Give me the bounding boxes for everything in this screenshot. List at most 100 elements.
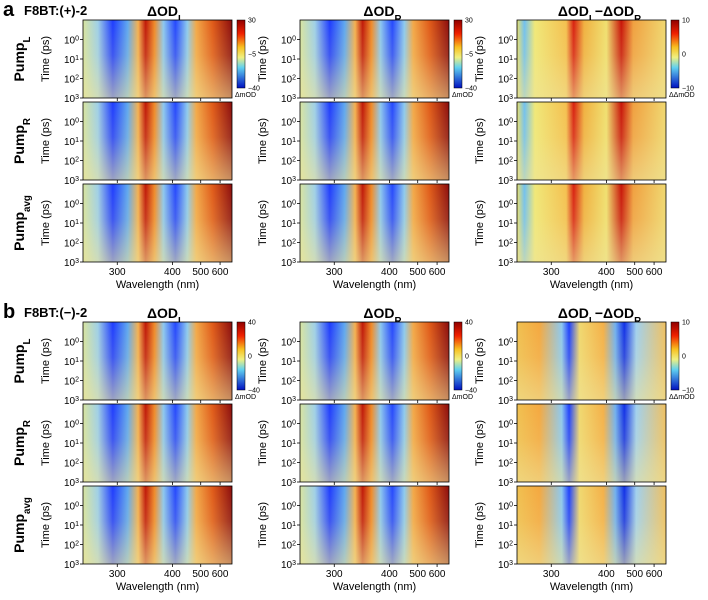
superscript: 1 — [292, 55, 296, 62]
y-tick-label: 101 — [64, 439, 79, 451]
x-axis-label: Wavelength (nm) — [116, 581, 199, 593]
panel-label: a — [3, 0, 15, 21]
x-tick-label: 500 — [626, 267, 643, 278]
colorbar-unit: ΔΔmOD — [669, 92, 695, 99]
superscript: 0 — [75, 199, 79, 206]
x-tick-label: 400 — [598, 267, 615, 278]
colorbar-tick-label: −40 — [465, 388, 477, 395]
y-tick-label: 100 — [64, 199, 79, 211]
superscript: 2 — [292, 74, 296, 81]
superscript: 3 — [509, 258, 513, 265]
y-tick-label: 100 — [281, 117, 296, 129]
y-tick-label: 101 — [64, 357, 79, 369]
y-tick-label: 101 — [64, 55, 79, 67]
y-tick-label: 102 — [281, 156, 296, 168]
text-part: 10 — [64, 502, 76, 513]
superscript: 0 — [292, 117, 296, 124]
y-tick-label: 102 — [498, 376, 513, 388]
x-tick-label: 400 — [164, 267, 181, 278]
y-axis-label: Time (ps) — [40, 338, 52, 384]
superscript: 3 — [292, 396, 296, 403]
subscript: R — [394, 316, 401, 327]
superscript: 2 — [75, 238, 79, 245]
superscript: 3 — [509, 478, 513, 485]
superscript: 1 — [509, 521, 513, 528]
colorbar — [670, 321, 680, 391]
x-tick-label: 300 — [326, 267, 343, 278]
y-axis-label: Time (ps) — [40, 420, 52, 466]
superscript: 1 — [75, 439, 79, 446]
y-tick-label: 103 — [64, 176, 79, 188]
y-tick-label: 100 — [281, 501, 296, 513]
superscript: 2 — [75, 156, 79, 163]
text-part: 10 — [281, 118, 293, 129]
colorbar — [453, 321, 463, 391]
text-part: 10 — [281, 157, 293, 168]
text-part: 10 — [281, 357, 293, 368]
y-tick-label: 103 — [281, 478, 296, 490]
text-part: 10 — [281, 541, 293, 552]
y-tick-label: 102 — [64, 156, 79, 168]
y-tick-label: 102 — [281, 376, 296, 388]
y-tick-label: 102 — [498, 458, 513, 470]
superscript: 0 — [75, 337, 79, 344]
superscript: 1 — [509, 439, 513, 446]
subscript: L — [22, 339, 33, 345]
text-part: 10 — [498, 258, 510, 269]
y-tick-label: 103 — [64, 560, 79, 572]
superscript: 2 — [75, 540, 79, 547]
y-tick-label: 103 — [498, 258, 513, 270]
text-part: 10 — [64, 75, 76, 86]
x-tick-label: 300 — [326, 569, 343, 580]
colorbar-tick-label: 0 — [682, 354, 686, 361]
superscript: 3 — [292, 94, 296, 101]
text-part: 10 — [498, 118, 510, 129]
text-part: Pump — [11, 514, 27, 553]
colorbar-unit: ΔmOD — [452, 92, 473, 99]
superscript: 1 — [509, 357, 513, 364]
colorbar-tick-label: −40 — [248, 86, 260, 93]
y-tick-label: 103 — [281, 560, 296, 572]
y-tick-label: 103 — [498, 396, 513, 408]
text-part: −ΔOD — [595, 305, 634, 321]
colorbar-tick-label: −10 — [682, 388, 694, 395]
text-part: 10 — [498, 219, 510, 230]
heatmap-fade — [83, 486, 232, 564]
heatmap-fade — [517, 102, 666, 180]
colorbar-tick-label: 40 — [465, 320, 473, 327]
superscript: 2 — [509, 156, 513, 163]
y-tick-label: 103 — [281, 176, 296, 188]
text-part: Pump — [11, 427, 27, 466]
y-tick-label: 103 — [498, 94, 513, 106]
y-tick-label: 103 — [498, 478, 513, 490]
y-tick-label: 100 — [64, 337, 79, 349]
x-tick-label: 600 — [212, 267, 229, 278]
superscript: 0 — [75, 419, 79, 426]
row-label: PumpL — [11, 339, 33, 384]
colorbar-unit: ΔmOD — [235, 92, 256, 99]
colorbar-tick-label: 0 — [465, 354, 469, 361]
text-part: 10 — [64, 118, 76, 129]
x-tick-label: 300 — [109, 267, 126, 278]
colorbar-unit: ΔmOD — [235, 394, 256, 401]
text-part: 10 — [498, 439, 510, 450]
text-part: 10 — [64, 541, 76, 552]
y-tick-label: 103 — [64, 478, 79, 490]
text-part: 10 — [498, 94, 510, 105]
colorbar-tick-label: −10 — [682, 86, 694, 93]
text-part: 10 — [498, 541, 510, 552]
subscript: R — [394, 14, 401, 25]
superscript: 2 — [75, 376, 79, 383]
superscript: 0 — [75, 35, 79, 42]
heatmap-fade — [517, 404, 666, 482]
text-part: 10 — [64, 200, 76, 211]
colorbar-tick-label: 30 — [465, 18, 473, 25]
y-tick-label: 100 — [498, 501, 513, 513]
text-part: 10 — [281, 75, 293, 86]
superscript: 2 — [75, 458, 79, 465]
heatmap-fade — [300, 322, 449, 400]
y-tick-label: 101 — [498, 55, 513, 67]
heatmap-fade — [300, 486, 449, 564]
y-axis-label: Time (ps) — [474, 502, 486, 548]
